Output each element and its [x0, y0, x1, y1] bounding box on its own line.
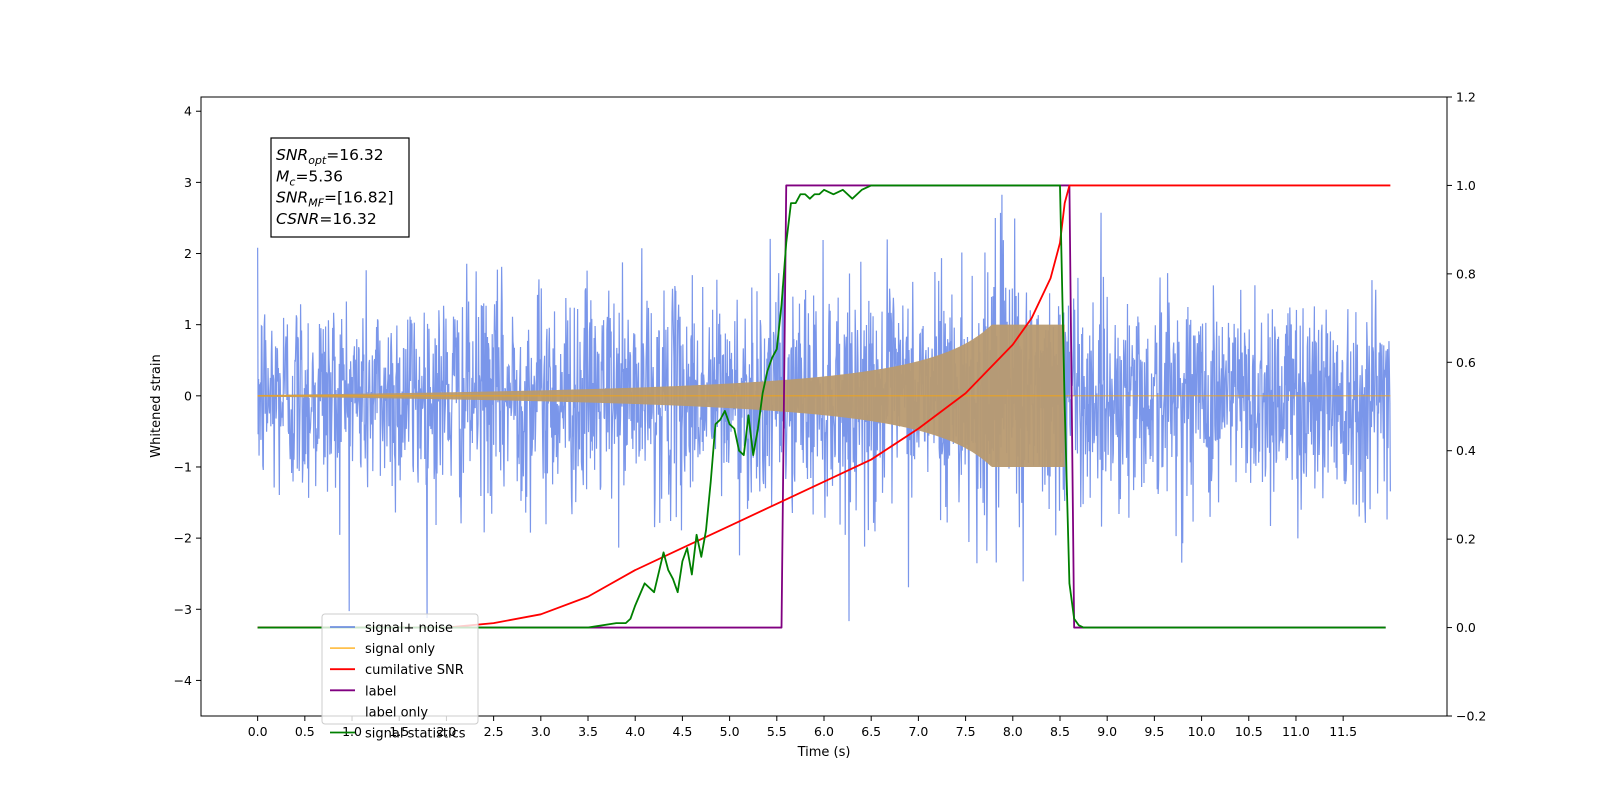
- y-tick-label-left: −1: [174, 459, 192, 474]
- y-tick-label-right: 1.0: [1456, 178, 1476, 193]
- y-tick-label-right: 0.6: [1456, 355, 1476, 370]
- x-tick-label: 4.5: [672, 724, 692, 739]
- y-tick-label-left: −4: [174, 673, 192, 688]
- x-tick-label: 7.5: [956, 724, 976, 739]
- annotation-frame: [270, 137, 410, 238]
- x-tick-label: 6.0: [814, 724, 834, 739]
- annotation-line: Mc=5.36: [276, 167, 343, 188]
- x-tick-label: 5.5: [767, 724, 787, 739]
- plot-series: [257, 184, 1391, 629]
- x-tick-label: 5.0: [720, 724, 740, 739]
- annotation-line: SNRopt=16.32: [276, 146, 384, 167]
- x-tick-label: 2.5: [484, 724, 504, 739]
- axis-ticks: 0.0 0.5 1.0 1.5 2.0 2.5 3.0 3.5 4.0 4.5 5.0 5.5 6.0 6…: [174, 90, 1487, 740]
- x-tick-label: 11.5: [1329, 724, 1357, 739]
- legend-label: cumilative SNR: [365, 663, 464, 678]
- x-axis-label: Time (s): [797, 745, 851, 760]
- series-cumulative-snr: [257, 184, 1391, 629]
- y-tick-label-left: 0: [184, 388, 192, 403]
- x-tick-label: 7.0: [908, 724, 928, 739]
- x-tick-label: 0.0: [248, 724, 268, 739]
- y-tick-label-left: −2: [174, 531, 192, 546]
- legend-label: label only: [365, 705, 428, 720]
- plot-frame: [200, 96, 1448, 717]
- x-tick-label: 9.0: [1097, 724, 1117, 739]
- legend-label: signal only: [365, 642, 435, 657]
- legend: signal+ noise signal only cumilative SNR la…: [321, 613, 479, 742]
- legend-label: signal statistics: [365, 727, 466, 742]
- y-tick-label-right: 0.0: [1456, 620, 1476, 635]
- legend-label: label: [365, 684, 396, 699]
- y-tick-label-left: −3: [174, 602, 192, 617]
- y-tick-label-right: 0.4: [1456, 443, 1476, 458]
- snr-annotation-box: SNRopt=16.32Mc=5.36SNRMF=[16.82]CSNR=16.…: [270, 137, 410, 238]
- x-tick-label: 1.5: [389, 724, 409, 739]
- x-tick-label: 1.0: [342, 724, 362, 739]
- series-signal-statistics: [257, 184, 1386, 629]
- x-tick-label: 8.5: [1050, 724, 1070, 739]
- x-tick-label: 9.5: [1144, 724, 1164, 739]
- y-tick-label-right: 1.2: [1456, 90, 1476, 105]
- annotation-line: CSNR=16.32: [276, 210, 377, 228]
- y-tick-label-right: 0.8: [1456, 266, 1476, 281]
- x-tick-label: 3.5: [578, 724, 598, 739]
- y-tick-label-left: 1: [184, 317, 192, 332]
- x-tick-label: 10.0: [1188, 724, 1216, 739]
- x-tick-label: 6.5: [861, 724, 881, 739]
- legend-frame: [321, 613, 479, 725]
- x-tick-label: 4.0: [625, 724, 645, 739]
- y-axis-label: Whitened strain: [149, 354, 164, 457]
- x-tick-label: 10.5: [1235, 724, 1263, 739]
- x-tick-label: 8.0: [1003, 724, 1023, 739]
- x-tick-label: 11.0: [1282, 724, 1310, 739]
- y-tick-label-right: −0.2: [1456, 709, 1486, 724]
- y-tick-label-right: 0.2: [1456, 532, 1476, 547]
- x-tick-label: 0.5: [295, 724, 315, 739]
- legend-label: signal+ noise: [365, 621, 453, 636]
- x-tick-label: 2.0: [436, 724, 456, 739]
- x-tick-label: 3.0: [531, 724, 551, 739]
- y-tick-label-left: 3: [184, 175, 192, 190]
- annotation-line: SNRMF=[16.82]: [276, 189, 394, 210]
- y-tick-label-left: 2: [184, 246, 192, 261]
- y-tick-label-left: 4: [184, 104, 192, 119]
